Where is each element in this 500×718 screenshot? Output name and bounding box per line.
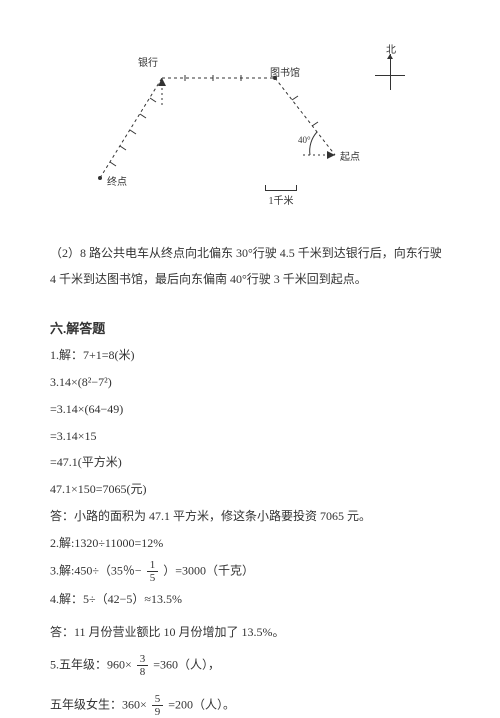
compass-north-label: 北 (386, 42, 396, 60)
q3-prefix: 3.解:450÷（35％− (50, 563, 142, 577)
q5b-prefix: 五年级女生：360× (50, 697, 147, 711)
label-start: 起点 (340, 149, 360, 167)
label-angle: 40° (298, 132, 311, 148)
q3: 3.解:450÷（35％− 1 5 ）=3000（千克） (50, 559, 450, 584)
q4-l2: 答：11 月份营业额比 10 月份增加了 13.5%。 (50, 621, 450, 644)
q5b-fraction: 5 9 (152, 693, 164, 718)
q1-l4: =3.14×15 (50, 425, 450, 448)
q5a-fraction: 3 8 (137, 653, 149, 678)
problem-2-text: （2）8 路公共电车从终点向北偏东 30°行驶 4.5 千米到达银行后，向东行驶… (50, 240, 450, 293)
label-library: 图书馆 (270, 65, 300, 83)
label-end: 终点 (107, 174, 127, 192)
q1-l1: 1.解：7+1=8(米) (50, 344, 450, 367)
q2: 2.解:1320÷11000=12% (50, 532, 450, 555)
q5a: 5.五年级：960× 3 8 =360（人）， (50, 653, 450, 678)
q3-suffix: ）=3000（千克） (163, 563, 254, 577)
route-diagram: 北 银行 图书馆 终点 起点 40° (70, 40, 450, 220)
scale-label: 1千米 (265, 193, 297, 211)
q1-l7: 答：小路的面积为 47.1 平方米，修这条小路要投资 7065 元。 (50, 505, 450, 528)
scale-bar: 1千米 (265, 185, 297, 211)
q1-l2: 3.14×(8²−7²) (50, 371, 450, 394)
q4-l1: 4.解：5÷（42−5）≈13.5% (50, 588, 450, 611)
label-bank: 银行 (138, 55, 158, 73)
q1-l6: 47.1×150=7065(元) (50, 478, 450, 501)
q5a-suffix: =360（人）， (153, 658, 220, 672)
q1-l3: =3.14×(64−49) (50, 398, 450, 421)
q5b: 五年级女生：360× 5 9 =200（人）。 (50, 693, 450, 718)
section-6-title: 六.解答题 (50, 317, 450, 340)
q5b-suffix: =200（人）。 (168, 697, 235, 711)
q3-fraction: 1 5 (147, 559, 159, 584)
q5a-prefix: 5.五年级：960× (50, 658, 132, 672)
q1-l5: =47.1(平方米) (50, 451, 450, 474)
compass: 北 (370, 50, 410, 90)
